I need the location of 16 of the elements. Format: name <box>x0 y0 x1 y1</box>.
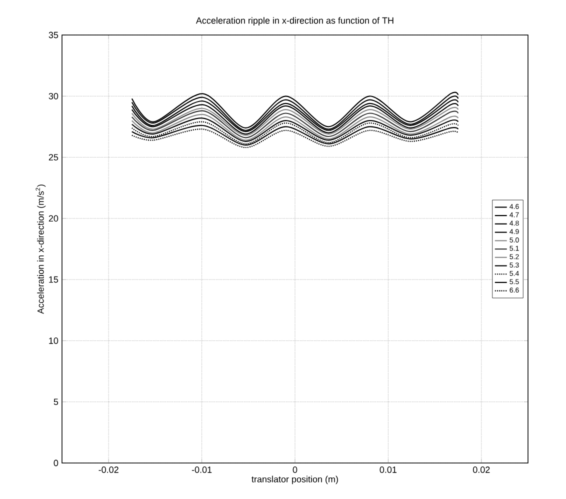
x-tick-label: -0.01 <box>192 466 212 473</box>
y-tick-label: 30 <box>48 92 58 100</box>
y-tick-label: 0 <box>54 460 58 466</box>
x-tick-label: -0.02 <box>98 466 118 473</box>
y-tick-label: 35 <box>48 32 58 38</box>
y-tick-label: 5 <box>54 398 58 406</box>
y-tick-label: 25 <box>48 154 58 160</box>
x-tick-label: 0.02 <box>472 466 490 473</box>
y-tick-label: 20 <box>48 215 58 222</box>
x-axis-title: translator position (m) <box>252 476 338 484</box>
y-tick-label: 10 <box>49 338 58 344</box>
y-tick-label: 15 <box>49 276 58 283</box>
x-tick-label: 0.01 <box>380 466 397 473</box>
x-tick-label: 0 <box>292 466 298 473</box>
y-axis-title: Acceleration in x-direction (m/s$^{2}$) <box>36 184 46 314</box>
chart-title: Acceleration ripple in x-direction as function of TH <box>196 17 394 26</box>
